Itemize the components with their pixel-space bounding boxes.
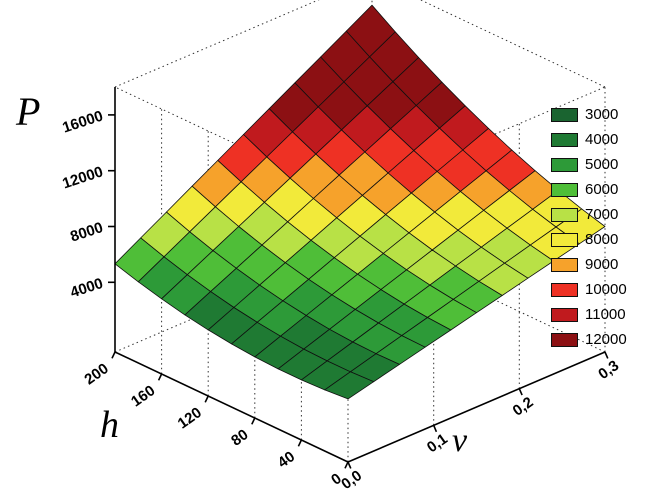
svg-text:80: 80	[228, 426, 251, 449]
legend-label: 7000	[585, 206, 619, 223]
legend-swatch	[551, 257, 578, 272]
legend-item: 8000	[551, 231, 627, 248]
svg-text:0,1: 0,1	[424, 430, 451, 456]
legend-item: 10000	[551, 281, 627, 298]
legend-item: 11000	[551, 306, 627, 323]
svg-text:0,0: 0,0	[338, 467, 365, 491]
legend-label: 12000	[585, 331, 627, 348]
legend-item: 3000	[551, 106, 627, 123]
legend: 3000 4000 5000 6000 7000 8000 9000 10000 11000 12…	[551, 106, 627, 348]
svg-text:12000: 12000	[60, 163, 105, 192]
v-axis-label: v	[452, 422, 468, 459]
h-axis-label: h	[100, 404, 119, 446]
legend-label: 8000	[585, 231, 619, 248]
legend-label: 11000	[585, 306, 626, 323]
legend-item: 6000	[551, 181, 627, 198]
legend-label: 10000	[585, 281, 627, 298]
legend-label: 6000	[585, 181, 619, 198]
svg-text:16000: 16000	[60, 108, 105, 137]
legend-swatch	[551, 132, 578, 147]
legend-item: 9000	[551, 256, 627, 273]
svg-text:0,3: 0,3	[595, 357, 622, 383]
legend-label: 5000	[585, 156, 619, 173]
legend-item: 7000	[551, 206, 627, 223]
legend-swatch	[551, 232, 578, 247]
svg-text:0,2: 0,2	[510, 394, 537, 420]
legend-swatch	[551, 157, 578, 172]
svg-text:120: 120	[175, 404, 205, 432]
legend-item: 4000	[551, 131, 627, 148]
svg-text:200: 200	[81, 360, 111, 388]
legend-swatch	[551, 182, 578, 197]
legend-swatch	[551, 332, 578, 347]
legend-swatch	[551, 207, 578, 222]
z-axis-label: P	[16, 89, 41, 134]
legend-label: 9000	[585, 256, 619, 273]
legend-swatch	[551, 307, 578, 322]
legend-swatch	[551, 107, 578, 122]
svg-text:8000: 8000	[68, 219, 105, 245]
legend-item: 5000	[551, 156, 627, 173]
svg-text:4000: 4000	[68, 275, 105, 301]
legend-item: 12000	[551, 331, 627, 348]
legend-label: 4000	[585, 131, 619, 148]
svg-text:160: 160	[128, 382, 158, 410]
legend-label: 3000	[585, 106, 619, 123]
legend-swatch	[551, 282, 578, 297]
svg-text:40: 40	[275, 448, 298, 471]
